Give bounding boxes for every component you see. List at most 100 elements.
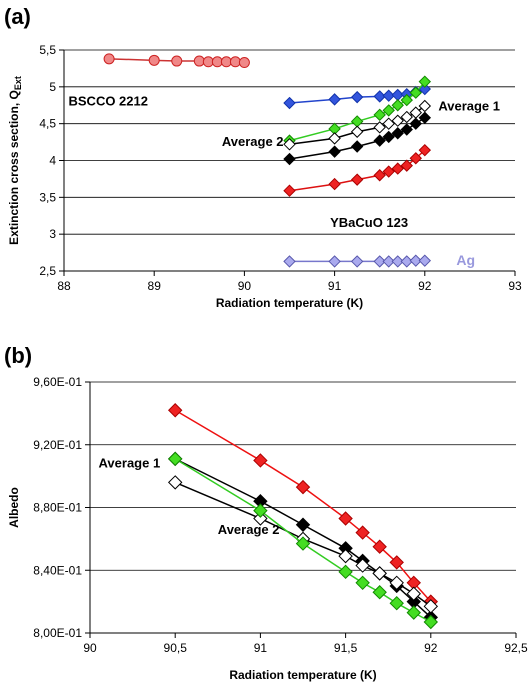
data-point — [423, 599, 439, 614]
data-point — [328, 177, 341, 191]
data-point — [328, 145, 341, 158]
data-point — [372, 539, 387, 554]
x-tick-label: 91 — [328, 279, 342, 293]
data-point — [418, 254, 432, 267]
data-point — [391, 99, 404, 112]
data-point — [373, 121, 386, 134]
y-tick-label: 4 — [49, 154, 56, 168]
chart-panel-1: 88 89 90 91 92 93 2,5 3 3,5 4 4,5 5 5,5 (a) Radiation … — [4, 4, 522, 310]
data-point — [350, 173, 364, 186]
series-6 — [283, 143, 432, 197]
data-point — [372, 566, 387, 581]
data-point — [409, 86, 422, 99]
data-point — [167, 451, 183, 467]
data-point — [373, 134, 386, 147]
data-point — [350, 90, 364, 104]
x-tick-label: 93 — [508, 279, 522, 293]
data-point — [167, 475, 183, 490]
y-tick-label: 5 — [49, 80, 56, 94]
data-point — [328, 132, 341, 145]
data-point — [382, 255, 395, 268]
data-point — [238, 57, 250, 69]
series-4 — [167, 451, 439, 630]
annotation-label: Average 1 — [99, 455, 161, 470]
x-tick-label: 92 — [418, 279, 432, 293]
annotation-label: BSCCO 2212 — [69, 93, 148, 108]
x-tick-label: 89 — [148, 279, 162, 293]
x-tick-label: 91,5 — [334, 641, 358, 655]
x-tick-label: 92 — [424, 641, 438, 655]
data-point — [373, 108, 386, 122]
data-point — [253, 511, 268, 526]
annotation-label: Average 2 — [222, 134, 284, 149]
data-point — [283, 184, 296, 197]
data-point — [400, 255, 413, 268]
data-point — [389, 595, 404, 611]
data-point — [338, 511, 353, 526]
data-point — [350, 255, 364, 268]
data-point — [202, 56, 214, 68]
y-tick-label: 8,00E-01 — [33, 626, 82, 640]
data-point — [355, 525, 370, 540]
data-point — [229, 56, 241, 68]
data-point — [391, 114, 404, 127]
annotation-label: Average 2 — [218, 522, 280, 537]
data-point — [391, 162, 404, 175]
data-point — [283, 138, 296, 151]
data-point — [350, 140, 364, 153]
data-point — [193, 55, 205, 67]
y-tick-label: 8,40E-01 — [33, 563, 82, 577]
x-tick-label: 90,5 — [164, 641, 188, 655]
x-tick-label: 90 — [83, 641, 97, 655]
data-point — [382, 165, 395, 178]
data-point — [418, 75, 432, 88]
series-1 — [167, 403, 439, 609]
x-tick-label: 90 — [238, 279, 252, 293]
data-point — [418, 143, 432, 157]
data-point — [382, 117, 395, 130]
y-tick-label: 3,5 — [39, 190, 56, 204]
data-point — [409, 152, 422, 165]
y-tick-label: 2,5 — [39, 264, 56, 278]
data-point — [103, 53, 115, 65]
data-point — [373, 90, 386, 103]
data-point — [211, 56, 223, 68]
data-point — [253, 453, 268, 468]
data-point — [171, 55, 183, 67]
y-tick-label: 9,60E-01 — [33, 375, 82, 389]
chart-panel-2: 90 90,5 91 91,5 92 92,5 8,00E-01 8,40E-01 8,80E-… — [4, 343, 528, 682]
data-point — [338, 548, 353, 564]
data-point — [391, 127, 404, 140]
data-point — [283, 96, 296, 110]
data-point — [382, 130, 395, 144]
annotation-label: YBaCuO 123 — [330, 215, 408, 230]
x-tick-label: 88 — [57, 279, 71, 293]
data-point — [253, 503, 268, 518]
data-point — [423, 614, 439, 630]
y-axis-label: Albedo — [7, 487, 21, 528]
data-point — [283, 152, 296, 166]
data-point — [220, 56, 232, 68]
data-point — [382, 104, 395, 117]
series-5 — [283, 111, 432, 166]
x-axis-label: Radiation temperature (K) — [216, 296, 363, 310]
y-tick-label: 5,5 — [39, 43, 56, 57]
annotation-label: Ag — [456, 252, 475, 268]
data-point — [400, 159, 413, 172]
x-tick-label: 92,5 — [504, 641, 528, 655]
data-point — [295, 479, 311, 495]
data-point — [406, 586, 421, 601]
data-point — [355, 558, 370, 573]
data-point — [328, 93, 341, 106]
x-tick-label: 91 — [254, 641, 268, 655]
data-point — [391, 255, 404, 268]
data-point — [382, 89, 395, 102]
data-point — [338, 564, 353, 580]
y-tick-label: 3 — [49, 227, 56, 241]
x-axis-label: Radiation temperature (K) — [229, 668, 376, 682]
data-point — [373, 255, 386, 268]
series-line — [174, 409, 432, 603]
series-7 — [283, 254, 432, 268]
data-point — [295, 517, 311, 532]
